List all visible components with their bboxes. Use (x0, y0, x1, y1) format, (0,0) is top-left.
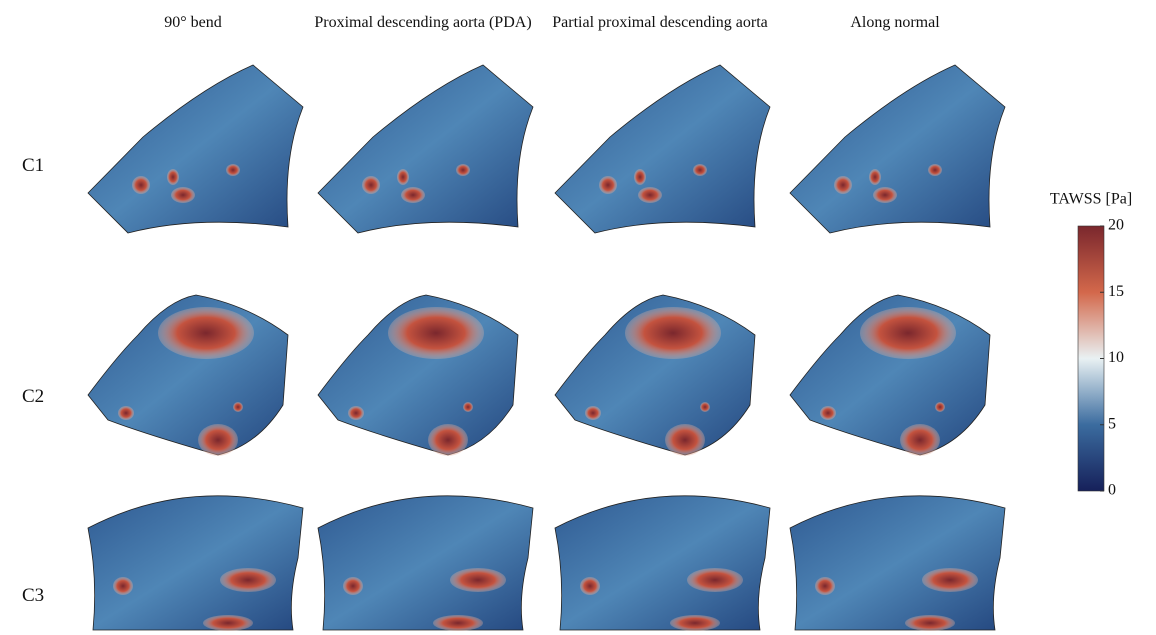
tawss-panel (790, 295, 990, 456)
high-shear-region (132, 176, 150, 194)
high-shear-region (113, 577, 133, 595)
high-shear-region (456, 164, 470, 176)
tawss-panel (88, 65, 303, 233)
high-shear-region (693, 164, 707, 176)
tawss-panel (555, 65, 770, 233)
high-shear-region (869, 169, 881, 185)
high-shear-region (873, 187, 897, 203)
panel-surface (790, 65, 1005, 233)
high-shear-region (905, 615, 955, 631)
high-shear-region (203, 615, 253, 631)
column-title: Along normal (780, 12, 1010, 34)
high-shear-region (935, 402, 945, 412)
tawss-panel (318, 295, 518, 456)
high-shear-region (198, 424, 238, 456)
panel-surface (88, 496, 303, 630)
high-shear-region (820, 406, 836, 420)
high-shear-region (233, 402, 243, 412)
colorbar-tick-label: 15 (1108, 283, 1124, 300)
high-shear-region (463, 402, 473, 412)
tawss-panel (88, 295, 288, 456)
colorbar-tick-label: 20 (1108, 217, 1124, 234)
high-shear-region (922, 568, 978, 592)
high-shear-region (599, 176, 617, 194)
high-shear-region (900, 424, 940, 456)
tawss-panel (790, 496, 1005, 631)
tawss-panel (318, 496, 533, 631)
high-shear-region (834, 176, 852, 194)
high-shear-region (118, 406, 134, 420)
panel-surface (790, 496, 1005, 630)
tawss-panel (555, 496, 770, 631)
panel-surface (318, 496, 533, 630)
tawss-panel (318, 65, 533, 233)
figure-canvas: TAWSS [Pa] 0 5 10 15 20 (0, 0, 1156, 635)
row-label: C3 (22, 585, 44, 607)
colorbar-title: TAWSS [Pa] (1050, 191, 1132, 208)
high-shear-region (433, 615, 483, 631)
high-shear-region (928, 164, 942, 176)
high-shear-region (580, 577, 600, 595)
column-title: Proximal descending aorta (PDA) (308, 12, 538, 34)
high-shear-region (860, 307, 956, 359)
colorbar-tick-label: 5 (1108, 415, 1116, 432)
panel-surface (555, 496, 770, 630)
high-shear-region (397, 169, 409, 185)
figure: TAWSS [Pa]05101520 (() => { const data =… (0, 0, 1156, 635)
high-shear-region (348, 406, 364, 420)
high-shear-region (343, 577, 363, 595)
tawss-panel (555, 295, 755, 456)
high-shear-region (634, 169, 646, 185)
high-shear-region (220, 568, 276, 592)
high-shear-region (700, 402, 710, 412)
panel-surface (555, 65, 770, 233)
high-shear-region (815, 577, 835, 595)
high-shear-region (362, 176, 380, 194)
high-shear-region (401, 187, 425, 203)
tawss-panel (88, 496, 303, 631)
colorbar-tick-label: 10 (1108, 349, 1124, 366)
high-shear-region (171, 187, 195, 203)
high-shear-region (670, 615, 720, 631)
high-shear-region (638, 187, 662, 203)
tawss-panel (790, 65, 1005, 233)
panel-surface (318, 65, 533, 233)
column-title: Partial proximal descending aorta (545, 12, 775, 34)
high-shear-region (450, 568, 506, 592)
high-shear-region (158, 307, 254, 359)
row-label: C2 (22, 386, 44, 408)
panel-surface (88, 65, 303, 233)
high-shear-region (665, 424, 705, 456)
row-label: C1 (22, 155, 44, 177)
high-shear-region (428, 424, 468, 456)
column-title: 90° bend (78, 12, 308, 34)
high-shear-region (687, 568, 743, 592)
high-shear-region (388, 307, 484, 359)
colorbar-tick-label: 0 (1108, 482, 1116, 499)
high-shear-region (226, 164, 240, 176)
high-shear-region (625, 307, 721, 359)
high-shear-region (167, 169, 179, 185)
high-shear-region (585, 406, 601, 420)
